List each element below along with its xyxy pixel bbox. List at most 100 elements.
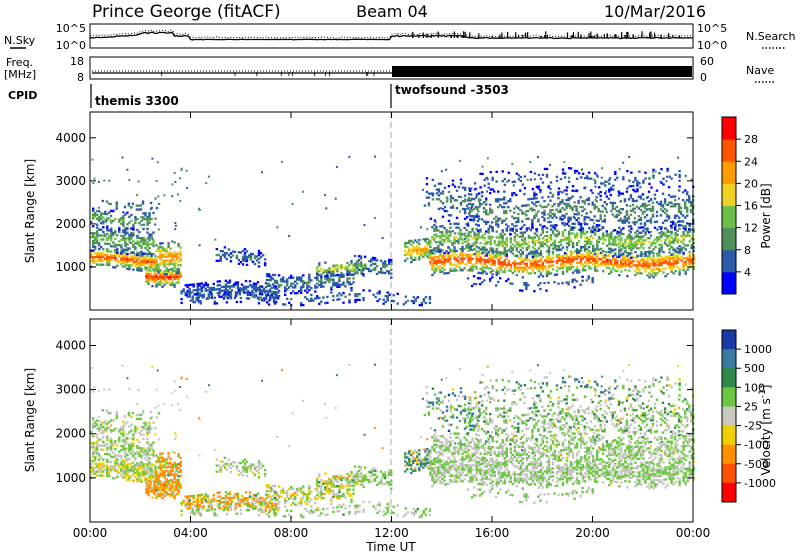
- power-cell: [441, 262, 444, 266]
- power-cell: [553, 243, 557, 246]
- power-cell: [424, 301, 428, 305]
- power-cell: [104, 218, 107, 221]
- power-cell: [471, 267, 474, 270]
- power-cell: [501, 219, 504, 222]
- power-cell: [511, 162, 514, 165]
- power-cell: [201, 296, 204, 299]
- velocity-cell: [126, 470, 129, 474]
- power-cell: [112, 266, 115, 269]
- power-cell: [663, 227, 667, 230]
- power-cell: [429, 217, 433, 220]
- power-cell: [431, 192, 435, 195]
- power-cell: [563, 176, 567, 179]
- power-cell: [157, 248, 160, 251]
- power-cell: [148, 221, 151, 225]
- power-cell: [531, 268, 535, 271]
- power-cell: [136, 236, 139, 239]
- power-cell: [604, 250, 607, 254]
- power-cell: [167, 261, 170, 264]
- power-cell: [638, 247, 641, 250]
- power-cell: [656, 268, 659, 271]
- power-cell: [290, 292, 293, 295]
- colorbar-tick-label: 28: [744, 133, 758, 146]
- power-cell: [146, 223, 149, 227]
- power-cell: [146, 248, 149, 252]
- power-cell: [521, 247, 524, 250]
- power-cell: [579, 263, 583, 266]
- power-cell: [200, 290, 203, 293]
- power-cell: [617, 231, 620, 234]
- power-cell: [165, 276, 168, 279]
- power-cell: [649, 221, 653, 224]
- power-cell: [148, 235, 151, 238]
- power-cell: [195, 293, 198, 296]
- power-cell: [541, 243, 545, 246]
- power-cell: [624, 269, 627, 272]
- power-cell: [505, 257, 508, 260]
- power-cell: [511, 194, 514, 197]
- power-cell: [412, 300, 415, 303]
- power-cell: [153, 273, 156, 276]
- power-cell: [668, 240, 671, 243]
- power-cell: [350, 273, 353, 276]
- velocity-cell: [142, 464, 145, 468]
- velocity-cell: [100, 470, 103, 473]
- power-cell: [545, 261, 549, 264]
- power-cell: [481, 172, 484, 176]
- power-cell: [630, 241, 633, 244]
- power-cell: [144, 239, 147, 242]
- power-cell: [348, 277, 351, 280]
- power-cell: [596, 239, 599, 242]
- noise-left-tick-top: 10^5: [56, 22, 86, 35]
- power-cell: [634, 270, 637, 273]
- power-cell: [608, 241, 611, 244]
- power-cell: [662, 259, 665, 263]
- power-cell: [118, 226, 121, 229]
- power-cell: [499, 242, 502, 245]
- power-cell: [352, 269, 355, 273]
- power-cell: [356, 272, 359, 275]
- power-cell: [688, 199, 691, 202]
- power-cell: [545, 175, 549, 178]
- velocity-cell: [90, 462, 93, 466]
- velocity-cell: [144, 449, 147, 452]
- power-cell: [653, 193, 657, 196]
- power-cell: [459, 236, 462, 239]
- power-cell: [483, 254, 486, 258]
- power-cell: [128, 258, 131, 261]
- power-cell: [541, 215, 544, 219]
- velocity-cell: [106, 439, 109, 442]
- power-cell: [557, 193, 560, 196]
- power-cell: [354, 298, 357, 302]
- power-cell: [124, 253, 127, 257]
- power-cell: [632, 237, 635, 240]
- power-cell: [598, 240, 601, 243]
- power-cell: [631, 199, 635, 203]
- power-cell: [529, 207, 532, 210]
- power-cell: [521, 289, 524, 292]
- power-cell: [277, 283, 281, 287]
- power-cell: [629, 231, 633, 234]
- power-cell: [463, 200, 467, 203]
- power-cell: [499, 253, 502, 256]
- velocity-cell: [96, 462, 99, 465]
- power-cell: [199, 302, 202, 305]
- power-cell: [682, 242, 685, 245]
- power-cell: [692, 249, 695, 253]
- velocity-cell: [134, 467, 137, 471]
- power-cell: [666, 231, 669, 234]
- power-cell: [668, 255, 671, 258]
- power-cell: [598, 252, 601, 255]
- velocity-cell: [134, 429, 137, 432]
- power-cell: [557, 210, 560, 213]
- power-cell: [497, 236, 500, 239]
- power-cell: [636, 247, 639, 250]
- power-cell: [177, 277, 180, 280]
- power-cell: [489, 209, 492, 212]
- power-cell: [634, 178, 637, 181]
- power-cell: [588, 227, 591, 230]
- power-cell: [517, 220, 520, 223]
- velocity-cell: [128, 475, 131, 478]
- velocity-cell: [96, 474, 99, 477]
- power-cell: [306, 281, 309, 284]
